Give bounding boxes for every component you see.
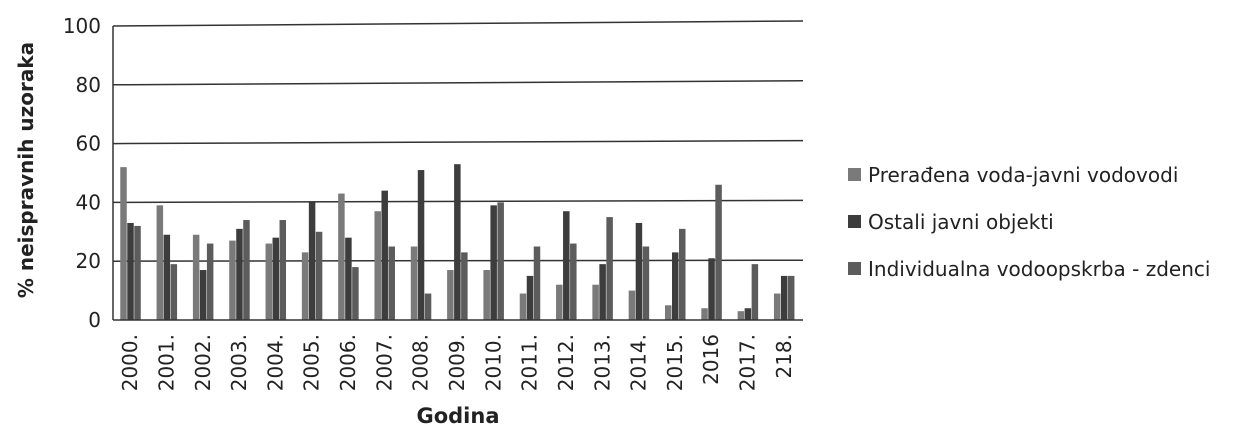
bar (526, 275, 534, 320)
bar (628, 290, 636, 320)
bar (163, 234, 171, 320)
y-tick-label: 20 (76, 249, 101, 273)
bar (388, 246, 395, 320)
bar (483, 270, 490, 320)
x-tick-label: 2015. (663, 334, 687, 391)
x-tick-label: 2014. (627, 334, 651, 391)
bar (701, 308, 708, 320)
bar (338, 193, 345, 320)
y-axis-label: % neispravnih uzoraka (14, 42, 38, 298)
bar (606, 217, 613, 320)
bar (533, 246, 541, 320)
bar (279, 220, 287, 320)
bar (424, 293, 432, 320)
bar (170, 264, 178, 320)
y-tick-label: 80 (76, 73, 101, 97)
bar (192, 234, 200, 320)
bar (454, 164, 461, 320)
bar (490, 205, 497, 320)
x-tick-label: 218. (772, 334, 796, 379)
bar (352, 267, 359, 320)
chart-legend: Prerađena voda-javni vodovodi Ostali jav… (848, 160, 1210, 301)
x-tick-label: 2013. (590, 334, 614, 391)
bar (272, 237, 280, 320)
bar (315, 231, 323, 320)
x-tick-label: 2011. (518, 334, 542, 391)
bar (134, 225, 141, 320)
y-tick-label: 0 (88, 308, 101, 332)
x-tick-label: 2004. (263, 334, 287, 391)
bar (599, 264, 606, 320)
x-tick-label: 2010. (481, 334, 505, 391)
x-tick-label: 2008. (409, 334, 433, 391)
bar (635, 222, 643, 320)
x-tick-label: 2000. (118, 334, 142, 391)
bar (381, 190, 388, 320)
x-tick-label: 2003. (227, 334, 251, 391)
x-axis-label: Godina (416, 404, 499, 428)
bar (410, 246, 418, 320)
bar (308, 202, 316, 320)
bar (708, 258, 715, 320)
bar (780, 275, 788, 320)
bar (751, 264, 759, 320)
legend-label-preradena-voda: Prerađena voda-javni vodovodi (868, 162, 1179, 187)
legend-label-ostali-javni-objekti: Ostali javni objekti (868, 209, 1054, 234)
bar (120, 167, 127, 320)
bar (374, 211, 381, 320)
legend-swatch-individualna-vodoopskrba (848, 262, 861, 275)
bar (229, 240, 236, 320)
legend-item-individualna-vodoopskrba: Individualna vodoopskrba - zdenci (848, 254, 1210, 283)
bar (679, 228, 686, 320)
x-tick-label: 2001. (154, 334, 178, 391)
x-tick-label: 2006. (336, 334, 360, 391)
bar (461, 252, 468, 320)
bar (497, 202, 504, 320)
bar (243, 220, 250, 320)
bar (563, 211, 570, 320)
bar (236, 228, 243, 320)
legend-item-preradena-voda: Prerađena voda-javni vodovodi (848, 160, 1210, 189)
legend-item-ostali-javni-objekti: Ostali javni objekti (848, 207, 1210, 236)
bar (417, 170, 425, 320)
bar (519, 293, 527, 320)
bar (592, 284, 599, 320)
y-tick-label: 100 (63, 14, 101, 38)
x-tick-label: 2009. (445, 334, 469, 391)
bar (715, 184, 722, 320)
bar (556, 284, 563, 320)
x-tick-label: 2002. (191, 334, 215, 391)
y-tick-label: 60 (76, 132, 101, 156)
bar (672, 252, 679, 320)
bar (665, 305, 672, 320)
y-tick-label: 40 (76, 190, 101, 214)
bar (570, 243, 577, 320)
bar (265, 243, 273, 320)
gridline (112, 80, 804, 86)
x-tick-label: 2005. (300, 334, 324, 391)
gridline (112, 20, 804, 27)
bar (773, 293, 781, 320)
bar (642, 246, 650, 320)
x-tick-label: 2017. (736, 334, 760, 391)
bar (345, 237, 352, 320)
bar (156, 205, 164, 320)
bar (737, 311, 745, 320)
bar (787, 275, 795, 320)
x-tick-label: 2016 (699, 334, 723, 385)
bar (206, 243, 214, 320)
legend-label-individualna-vodoopskrba: Individualna vodoopskrba - zdenci (868, 256, 1211, 281)
bar (199, 270, 207, 320)
x-tick-label: 2012. (554, 334, 578, 391)
bar (127, 222, 134, 320)
bar (447, 270, 454, 320)
gridline (112, 139, 804, 145)
legend-swatch-preradena-voda (848, 168, 861, 181)
bar (301, 252, 309, 320)
x-tick-label: 2007. (372, 334, 396, 391)
bar (744, 308, 752, 320)
legend-swatch-ostali-javni-objekti (848, 215, 861, 228)
